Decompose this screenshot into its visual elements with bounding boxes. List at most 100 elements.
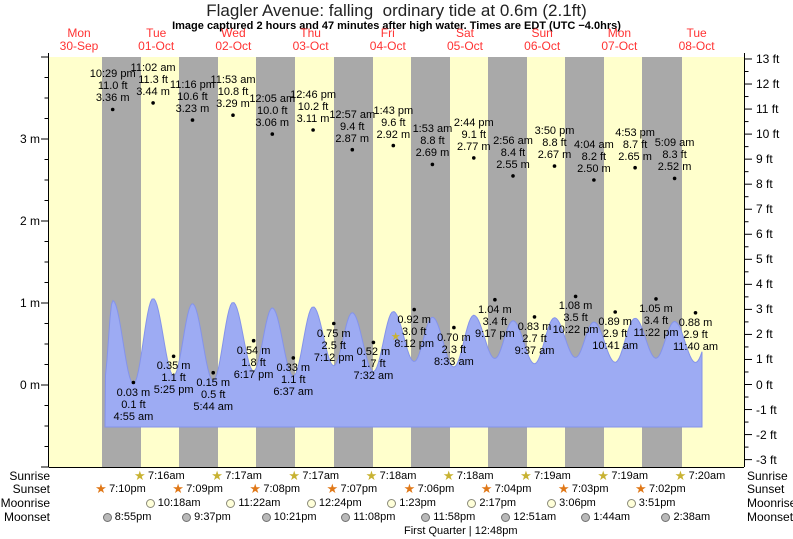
day-label: Tue 08-Oct — [659, 27, 735, 53]
tide-height-ft: 9.1 ft — [461, 128, 487, 141]
tide-time: 7:12 pm — [313, 351, 354, 364]
tide-height-m: 1.08 m — [558, 300, 593, 313]
tide-height-ft: 2.3 ft — [441, 343, 467, 356]
tide-height-m: 1.04 m — [478, 303, 512, 316]
astro-time-sunrise: 7:16am — [147, 470, 185, 482]
high-tide-annotation: 10:29 pm 11.0 ft 3.36 m — [81, 68, 145, 104]
low-tide-annotation: 0.89 m 2.9 ft 10:41 am — [583, 316, 647, 352]
moonrise-icon — [547, 499, 557, 508]
sunrise-star-icon: ★ — [133, 468, 146, 483]
day-name: Sun — [531, 26, 553, 40]
day-label: Mon 07-Oct — [581, 27, 657, 53]
tide-time: 11:53 am — [210, 74, 256, 87]
day-label: Wed 02-Oct — [195, 27, 271, 53]
astro-label-right-moonrise: Moonrise — [747, 496, 793, 510]
tide-time: 11:22 pm — [633, 326, 679, 339]
right-axis-label: 8 ft — [756, 177, 773, 192]
tide-height-m: 0.15 m — [196, 376, 231, 389]
tide-height-ft: 3.4 ft — [643, 314, 669, 327]
tide-height-ft: 3.0 ft — [401, 325, 427, 338]
tide-height-ft: 2.7 ft — [522, 332, 547, 345]
astro-time-sunrise: 7:18am — [456, 470, 494, 482]
low-tide-annotation: 0.83 m 2.7 ft 9:37 am — [503, 321, 567, 357]
tide-height-m: 2.87 m — [335, 132, 370, 145]
sunset-star-icon: ★ — [249, 481, 261, 496]
sunrise-star-icon: ★ — [211, 468, 223, 483]
low-tide-annotation: 0.03 m 0.1 ft 4:55 am — [101, 387, 165, 423]
right-axis-label: -3 ft — [756, 452, 777, 467]
astro-label-left-moonrise: Moonrise — [0, 496, 50, 510]
right-axis-label: -1 ft — [756, 402, 777, 417]
low-tide-annotation: 1.08 m 3.5 ft 10:22 pm — [544, 300, 608, 336]
right-axis-label: 2 ft — [756, 327, 773, 342]
tide-time: 8:12 pm — [394, 337, 435, 350]
tide-height-ft: 10.6 ft — [177, 91, 208, 104]
right-axis-label: 4 ft — [756, 277, 773, 292]
tide-height-m: 3.23 m — [175, 103, 210, 116]
moonset-icon — [661, 513, 671, 522]
right-axis-label: 10 ft — [756, 127, 780, 142]
high-tide-annotation: 1:43 pm 9.6 ft 2.92 m — [361, 105, 425, 141]
tide-height-m: 0.70 m — [437, 331, 471, 344]
day-name: Mon — [67, 26, 91, 40]
high-tide-annotation: 12:05 am 10.0 ft 3.06 m — [240, 93, 304, 129]
tide-height-ft: 11.0 ft — [97, 80, 128, 93]
day-label: Fri 04-Oct — [350, 27, 426, 53]
day-date: 04-Oct — [369, 39, 406, 53]
day-date: 01-Oct — [138, 39, 175, 53]
tide-time: 5:09 am — [654, 137, 695, 150]
astro-time-moonset: 10:21pm — [273, 511, 317, 523]
low-tide-annotation: 1.04 m 3.4 ft 9:17 pm — [463, 304, 527, 340]
high-tide-annotation: 4:04 am 8.2 ft 2.50 m — [562, 139, 626, 175]
tide-height-ft: 2.9 ft — [683, 328, 708, 341]
tide-height-ft: 3.4 ft — [482, 315, 508, 328]
day-label: Mon 30-Sep — [41, 27, 117, 53]
tide-height-m: 0.92 m — [397, 313, 431, 326]
tide-time: 5:44 am — [193, 400, 234, 413]
tide-height-m: 0.54 m — [236, 344, 271, 357]
tide-height-ft: 1.1 ft — [281, 373, 306, 386]
right-axis-label: 7 ft — [756, 202, 773, 217]
tide-time: 9:17 pm — [474, 327, 515, 340]
tide-height-ft: 1.1 ft — [161, 372, 186, 385]
day-label: Tue 01-Oct — [118, 27, 194, 53]
tide-height-m: 0.03 m — [116, 386, 151, 399]
tide-height-m: 2.69 m — [415, 147, 450, 160]
astro-time-sunset: 7:09pm — [186, 483, 223, 495]
astro-time-sunset: 7:08pm — [263, 483, 301, 495]
astro-time-moonset: 12:51am — [513, 511, 557, 523]
low-tide-annotation: 0.92 m 3.0 ft 8:12 pm — [382, 314, 446, 350]
moonset-icon — [501, 513, 511, 522]
moonset-icon — [182, 513, 192, 522]
astro-time-sunset: 7:07pm — [340, 483, 378, 495]
day-label: Sat 05-Oct — [427, 27, 503, 53]
low-tide-annotation: 0.15 m 0.5 ft 5:44 am — [181, 377, 245, 413]
moonrise-icon — [306, 499, 316, 508]
tide-time: 10:29 pm — [89, 68, 136, 81]
moonset-icon — [341, 513, 351, 522]
tide-height-m: 2.55 m — [496, 158, 530, 171]
tide-time: 4:53 pm — [615, 126, 655, 139]
tide-height-m: 0.33 m — [276, 361, 311, 374]
tide-height-m: 0.89 m — [598, 316, 632, 329]
astro-time-moonrise: 11:22am — [238, 497, 281, 509]
tide-height-ft: 11.3 ft — [138, 73, 168, 86]
tide-height-ft: 2.5 ft — [321, 339, 346, 352]
tide-time: 11:16 pm — [169, 79, 215, 92]
tide-height-ft: 10.8 ft — [217, 86, 249, 99]
sunset-star-icon: ★ — [326, 481, 339, 496]
left-axis-label: 1 m — [19, 296, 40, 310]
tide-height-ft: 8.2 ft — [581, 151, 607, 163]
tide-height-ft: 8.4 ft — [500, 146, 526, 159]
day-name: Wed — [221, 26, 246, 40]
astro-label-left-sunrise: Sunrise — [9, 469, 50, 483]
tide-height-m: 3.11 m — [296, 112, 330, 125]
day-label: Sun 06-Oct — [504, 27, 580, 53]
right-axis-label: 9 ft — [756, 152, 773, 167]
astro-label-left-sunset: Sunset — [12, 482, 50, 496]
tide-time: 8:33 am — [434, 355, 474, 368]
tide-height-ft: 9.6 ft — [381, 116, 406, 129]
tide-height-m: 0.83 m — [517, 320, 552, 333]
day-name: Thu — [300, 26, 321, 40]
tide-height-ft: 0.5 ft — [200, 388, 226, 401]
